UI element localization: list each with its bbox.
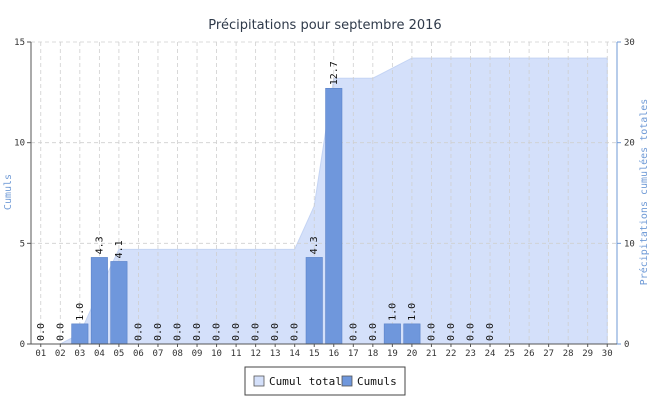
x-tick-label-30: 30: [602, 349, 613, 359]
data-label-10: 0.0: [212, 323, 223, 341]
chart-title: Précipitations pour septembre 2016: [208, 18, 441, 33]
legend-label-cumuls: Cumuls: [357, 375, 397, 388]
data-label-24: 0.0: [485, 323, 496, 341]
data-label-14: 0.0: [290, 323, 301, 341]
data-label-04: 4.3: [94, 236, 105, 254]
right-axis-label: Précipitations cumulées totales: [638, 99, 650, 286]
x-tick-label-05: 05: [113, 349, 124, 359]
x-tick-label-13: 13: [270, 349, 281, 359]
data-label-23: 0.0: [466, 323, 477, 341]
x-tick-label-01: 01: [35, 349, 46, 359]
data-label-01: 0.0: [36, 323, 47, 341]
x-tick-label-16: 16: [328, 349, 339, 359]
x-tick-label-02: 02: [55, 349, 66, 359]
x-tick-label-17: 17: [348, 349, 359, 359]
data-label-11: 0.0: [231, 323, 242, 341]
left-tick-label: 5: [20, 239, 25, 249]
bar-04: [90, 257, 108, 345]
bar-15: [305, 257, 323, 345]
x-tick-label-06: 06: [133, 349, 144, 359]
data-label-20: 1.0: [407, 303, 418, 321]
data-label-21: 0.0: [426, 323, 437, 341]
x-tick-label-09: 09: [192, 349, 203, 359]
x-tick-label-21: 21: [426, 349, 437, 359]
bar-05: [110, 261, 128, 345]
left-tick-label: 15: [14, 38, 25, 48]
x-tick-label-29: 29: [582, 349, 593, 359]
right-tick-label: 30: [624, 38, 635, 48]
bar-03: [71, 323, 89, 345]
data-label-03: 1.0: [75, 303, 86, 321]
cumulative-area-layer: [40, 57, 608, 345]
data-label-16: 12.7: [329, 61, 340, 85]
right-tick-label: 20: [624, 139, 635, 149]
x-tick-label-18: 18: [367, 349, 378, 359]
x-tick-label-10: 10: [211, 349, 222, 359]
x-tick-label-20: 20: [406, 349, 417, 359]
right-tick-label: 10: [624, 239, 635, 249]
bar-16: [325, 88, 343, 345]
left-tick-label: 10: [14, 139, 25, 149]
x-tick-label-15: 15: [309, 349, 320, 359]
x-tick-label-14: 14: [289, 349, 300, 359]
data-label-18: 0.0: [368, 323, 379, 341]
x-tick-label-03: 03: [74, 349, 85, 359]
x-tick-label-23: 23: [465, 349, 476, 359]
data-label-17: 0.0: [348, 323, 359, 341]
data-label-09: 0.0: [192, 323, 203, 341]
data-label-06: 0.0: [133, 323, 144, 341]
x-tick-label-27: 27: [543, 349, 554, 359]
data-label-22: 0.0: [446, 323, 457, 341]
x-tick-label-11: 11: [231, 349, 242, 359]
x-tick-label-28: 28: [563, 349, 574, 359]
bars-layer: [71, 88, 421, 345]
legend-box: [244, 366, 406, 396]
data-labels-layer: 0.0 0.0 1.0 4.3 4.1 0.0 0.0 0.0 0.0 0.0 0.0 0.0 0.0 0…: [36, 61, 496, 341]
data-label-07: 0.0: [153, 323, 164, 341]
data-label-19: 1.0: [387, 303, 398, 321]
legend-label-cumul-total: Cumul total: [269, 375, 342, 388]
data-label-15: 4.3: [309, 236, 320, 254]
data-label-12: 0.0: [251, 323, 262, 341]
x-tick-label-22: 22: [446, 349, 457, 359]
legend: Cumul total Cumuls: [244, 366, 406, 396]
data-label-08: 0.0: [173, 323, 184, 341]
left-axis-label: Cumuls: [3, 174, 14, 210]
x-tick-label-24: 24: [485, 349, 496, 359]
x-tick-label-12: 12: [250, 349, 261, 359]
left-tick-label: 0: [20, 340, 25, 350]
x-tick-label-04: 04: [94, 349, 105, 359]
data-label-13: 0.0: [270, 323, 281, 341]
data-label-02: 0.0: [55, 323, 66, 341]
bar-20: [403, 323, 421, 345]
right-tick-label: 0: [624, 340, 629, 350]
cumul-total-area: [40, 57, 608, 345]
x-tick-label-19: 19: [387, 349, 398, 359]
x-tick-label-07: 07: [153, 349, 164, 359]
x-tick-label-08: 08: [172, 349, 183, 359]
data-label-05: 4.1: [114, 240, 125, 258]
legend-swatch-cumul-total: [253, 375, 265, 387]
x-tick-label-26: 26: [524, 349, 535, 359]
bar-19: [383, 323, 401, 345]
x-tick-label-25: 25: [504, 349, 515, 359]
legend-swatch-cumuls: [341, 375, 353, 387]
